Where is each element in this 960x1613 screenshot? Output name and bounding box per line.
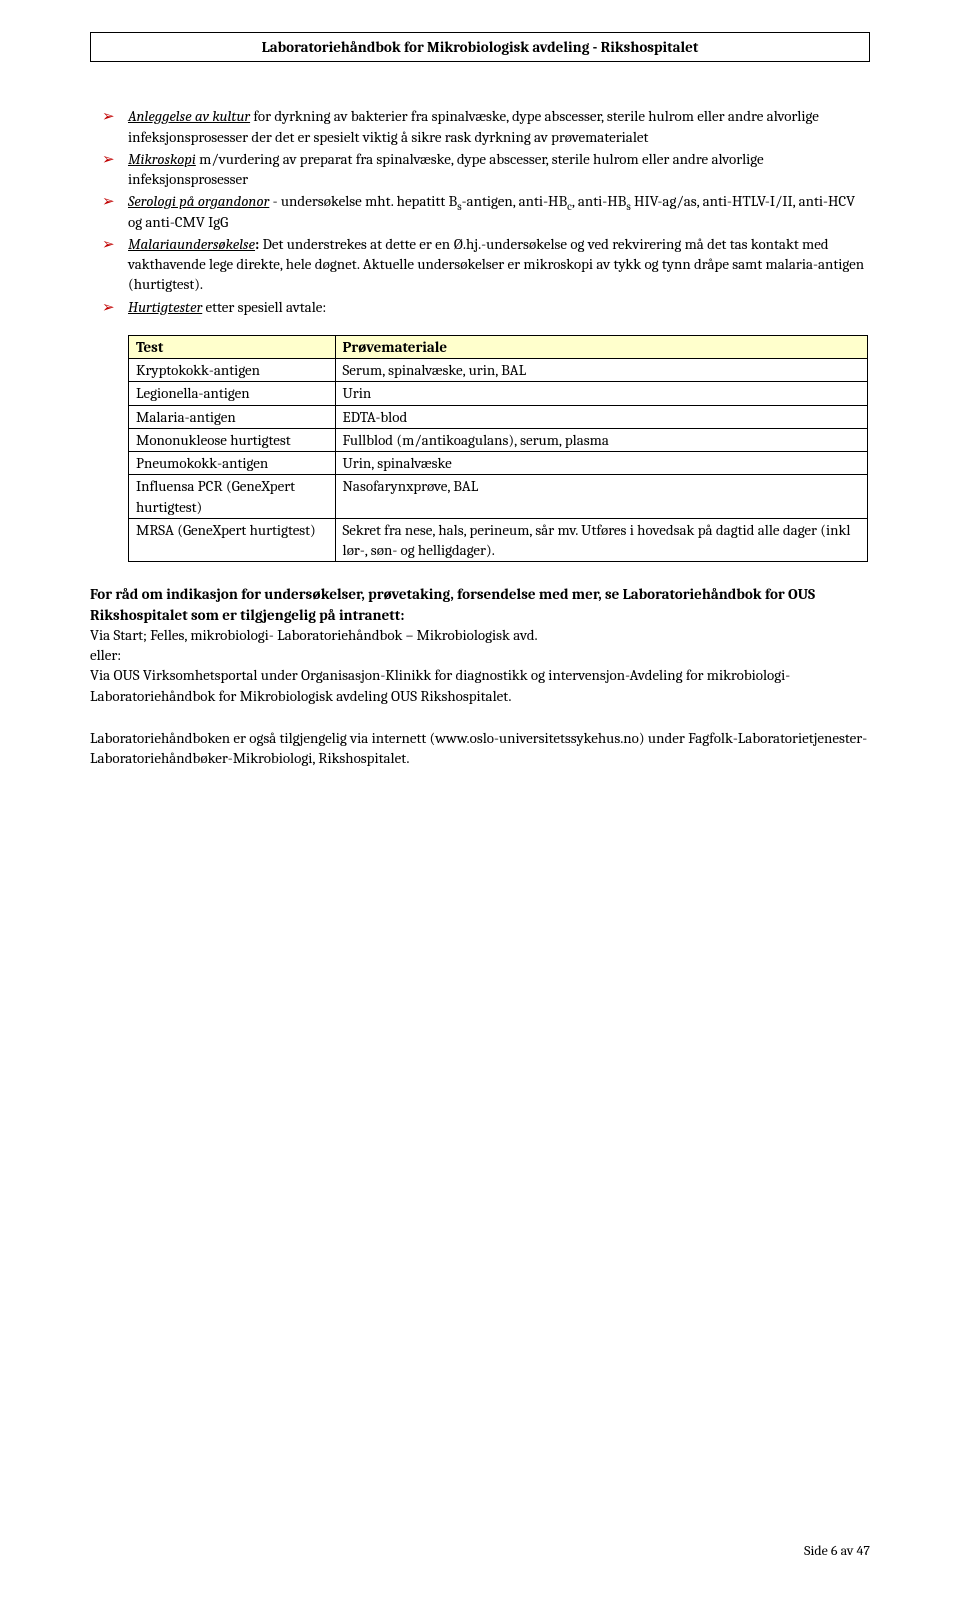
table-row: Influensa PCR (GeneXpert hurtigtest)Naso…	[129, 475, 868, 519]
bullet-lead: Hurtigtester	[128, 298, 202, 316]
cell-test: Malaria-antigen	[129, 405, 336, 428]
instructions-bold: For råd om indikasjon for undersøkelser,…	[90, 585, 815, 623]
instructions-line: Via OUS Virksomhetsportal under Organisa…	[90, 666, 790, 704]
bullet-lead: Serologi på organdonor	[128, 192, 269, 210]
table-row: Kryptokokk-antigenSerum, spinalvæske, ur…	[129, 359, 868, 382]
table-header-test: Test	[129, 335, 336, 358]
bullet-text: etter spesiell avtale:	[202, 298, 326, 316]
cell-material: Urin	[335, 382, 868, 405]
page-header-title: Laboratoriehåndbok for Mikrobiologisk av…	[262, 38, 699, 56]
instructions-text: Laboratoriehåndboken er også tilgjengeli…	[90, 729, 867, 767]
bullet-item: Anleggelse av kultur for dyrkning av bak…	[90, 106, 870, 147]
instructions-line: Via Start; Felles, mikrobiologi- Laborat…	[90, 626, 538, 644]
table-row: MRSA (GeneXpert hurtigtest)Sekret fra ne…	[129, 518, 868, 562]
table-row: Pneumokokk-antigenUrin, spinalvæske	[129, 452, 868, 475]
cell-test: Pneumokokk-antigen	[129, 452, 336, 475]
cell-material: Fullblod (m/antikoagulans), serum, plasm…	[335, 428, 868, 451]
cell-test: Influensa PCR (GeneXpert hurtigtest)	[129, 475, 336, 519]
instructions-paragraph-1: For råd om indikasjon for undersøkelser,…	[90, 584, 870, 706]
instructions-paragraph-2: Laboratoriehåndboken er også tilgjengeli…	[90, 728, 870, 769]
cell-test: MRSA (GeneXpert hurtigtest)	[129, 518, 336, 562]
cell-test: Legionella-antigen	[129, 382, 336, 405]
cell-material: Serum, spinalvæske, urin, BAL	[335, 359, 868, 382]
bullet-lead: Mikroskopi	[128, 150, 196, 168]
table-row: Legionella-antigenUrin	[129, 382, 868, 405]
page-header: Laboratoriehåndbok for Mikrobiologisk av…	[90, 32, 870, 62]
page-number: Side 6 av 47	[804, 1542, 870, 1559]
cell-test: Kryptokokk-antigen	[129, 359, 336, 382]
bullet-lead: Malariaundersøkelse	[128, 235, 255, 253]
page-footer: Side 6 av 47	[804, 1542, 870, 1561]
bullet-item: Hurtigtester etter spesiell avtale:	[90, 297, 870, 317]
table-header-row: Test Prøvemateriale	[129, 335, 868, 358]
cell-material: Urin, spinalvæske	[335, 452, 868, 475]
bullet-lead: Anleggelse av kultur	[128, 107, 250, 125]
rapid-tests-table: Test Prøvemateriale Kryptokokk-antigenSe…	[128, 335, 868, 563]
bullet-item: Malariaundersøkelse: Det understrekes at…	[90, 234, 870, 295]
bullet-item: Serologi på organdonor - undersøkelse mh…	[90, 191, 870, 232]
instructions-line: eller:	[90, 646, 121, 664]
cell-test: Mononukleose hurtigtest	[129, 428, 336, 451]
cell-material: Sekret fra nese, hals, perineum, sår mv.…	[335, 518, 868, 562]
cell-material: EDTA-blod	[335, 405, 868, 428]
bullet-list: Anleggelse av kultur for dyrkning av bak…	[90, 106, 870, 317]
table-header-material: Prøvemateriale	[335, 335, 868, 358]
cell-material: Nasofarynxprøve, BAL	[335, 475, 868, 519]
table-row: Malaria-antigenEDTA-blod	[129, 405, 868, 428]
table-row: Mononukleose hurtigtestFullblod (m/antik…	[129, 428, 868, 451]
bullet-text: m/vurdering av preparat fra spinalvæske,…	[128, 150, 764, 188]
bullet-item: Mikroskopi m/vurdering av preparat fra s…	[90, 149, 870, 190]
